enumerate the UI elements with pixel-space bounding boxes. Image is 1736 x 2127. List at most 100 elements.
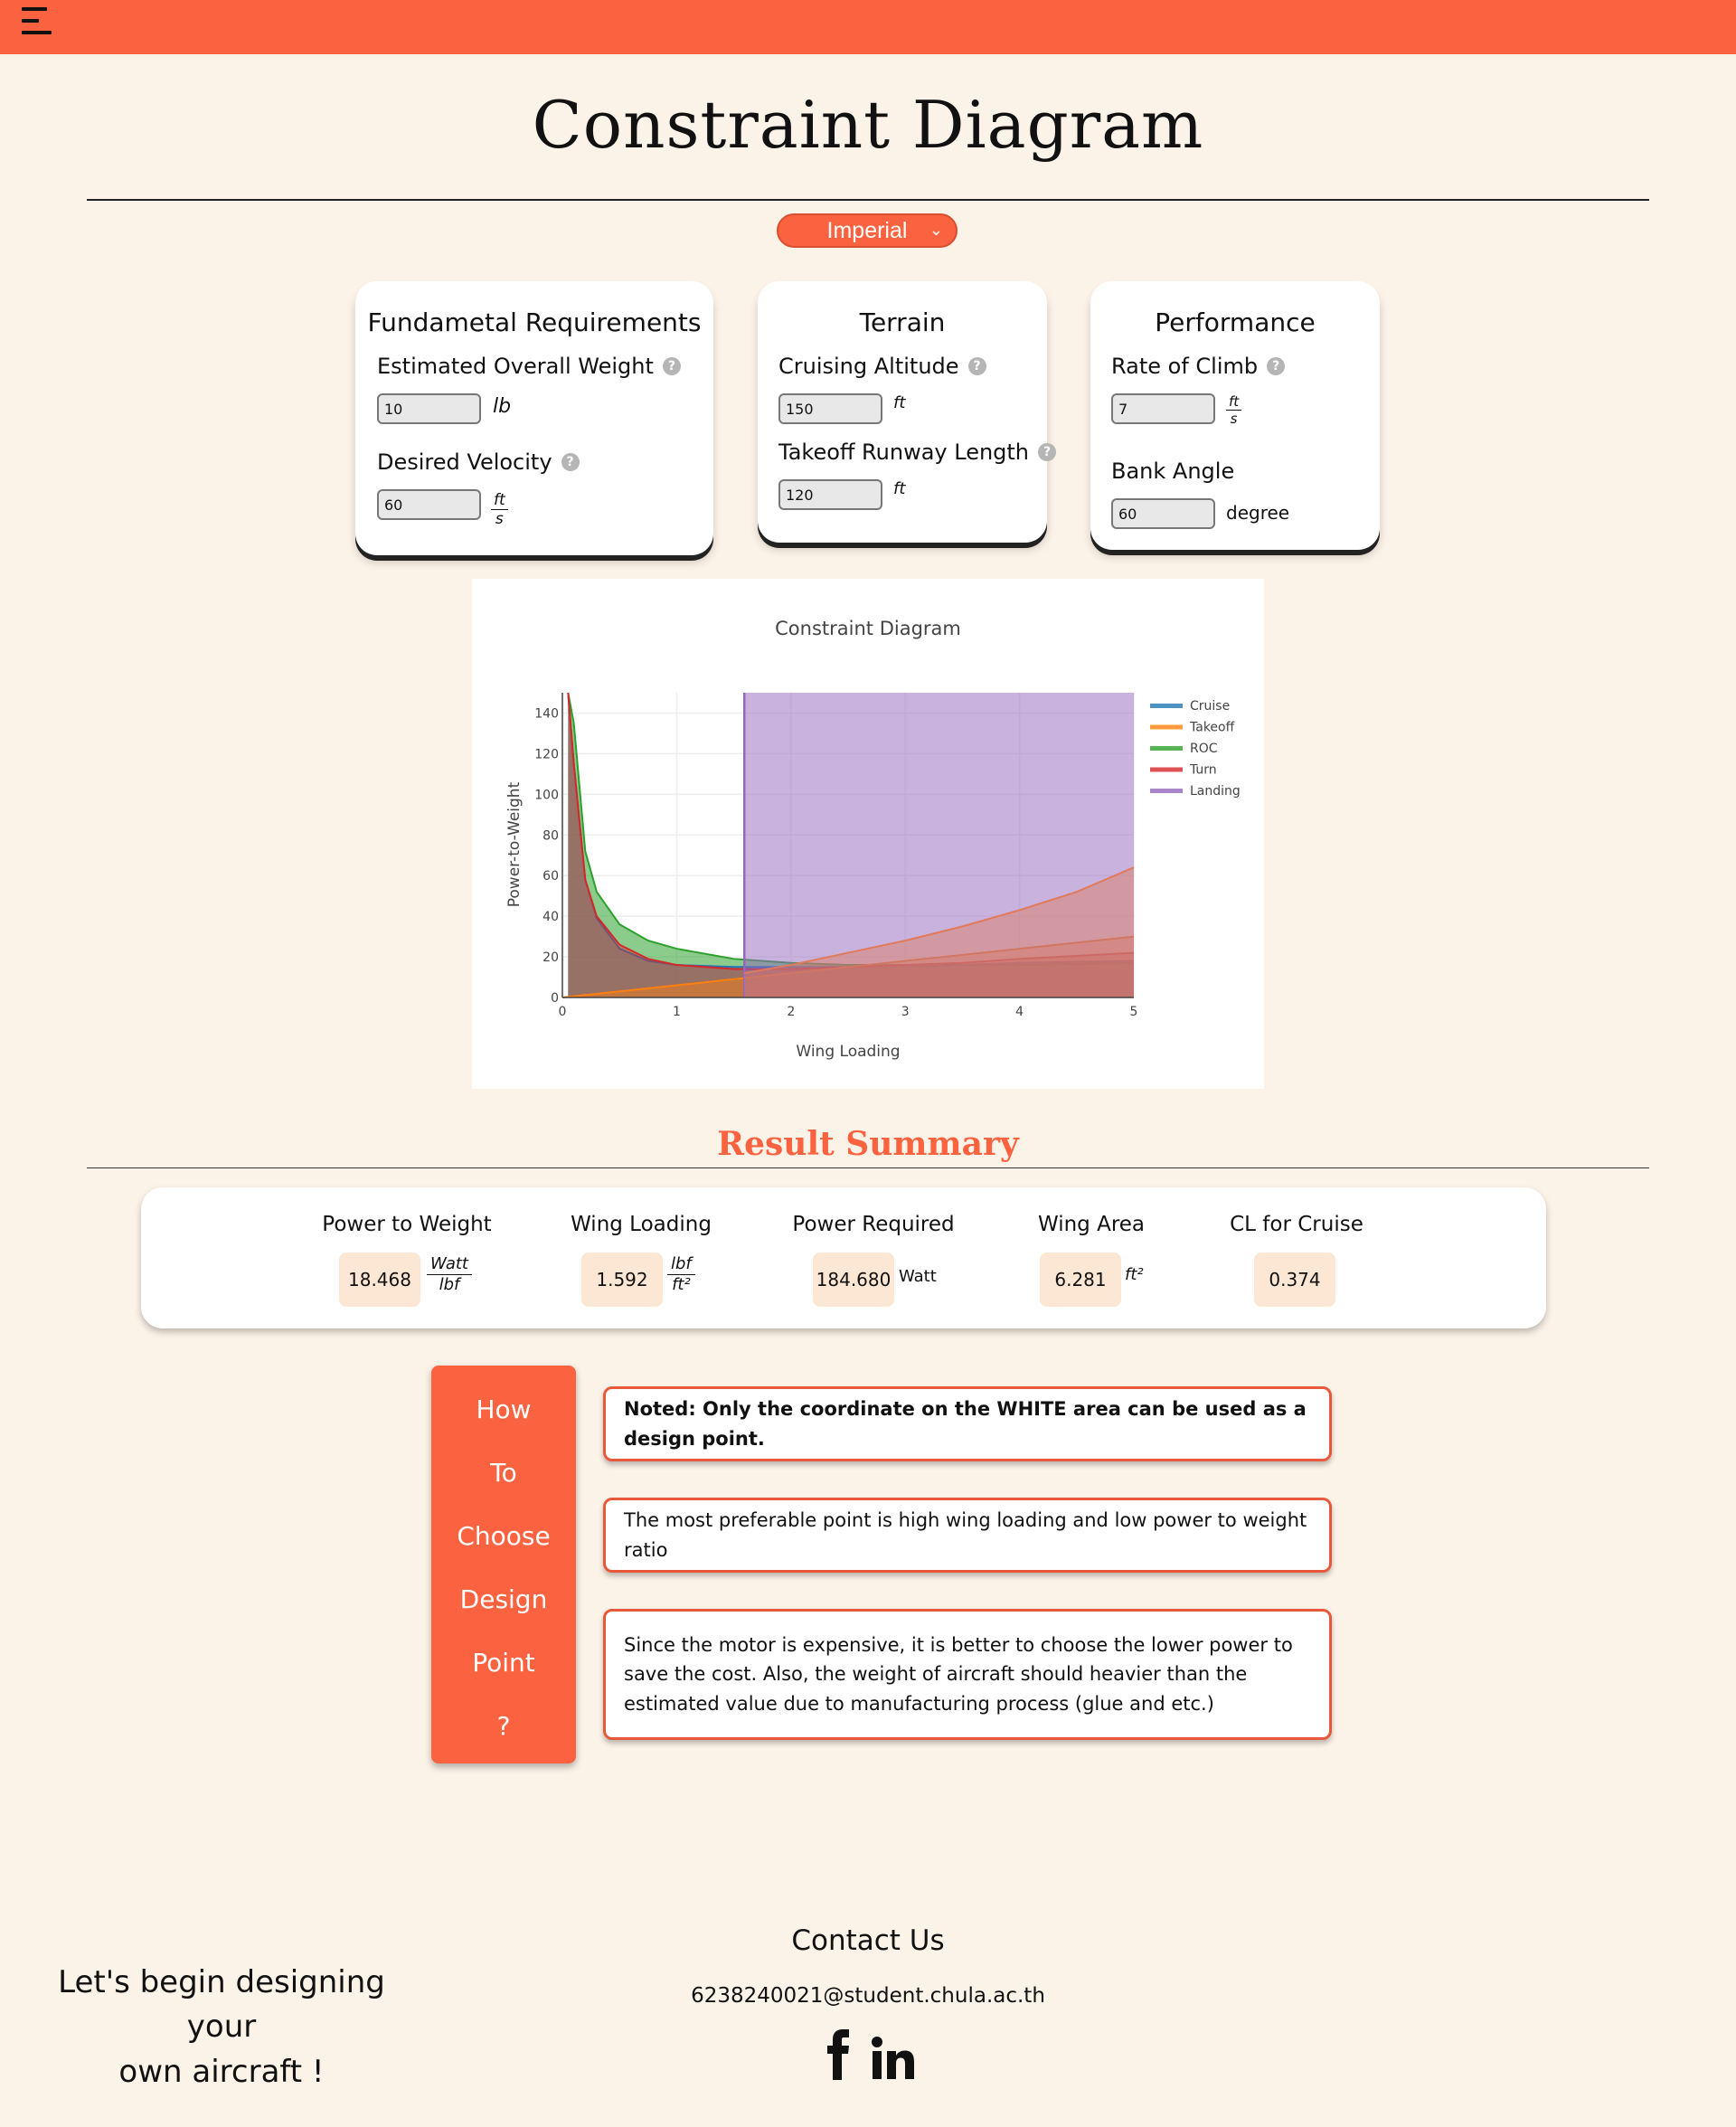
linkedin-icon[interactable] xyxy=(872,2037,915,2080)
y-axis-label: Power-to-Weight xyxy=(505,781,524,907)
x-tick-label: 0 xyxy=(559,1005,567,1019)
runway-unit: ft xyxy=(893,479,906,498)
wing-area-label: Wing Area xyxy=(1037,1213,1146,1236)
cl-cruise-value: 0.374 xyxy=(1254,1253,1335,1307)
climb-input[interactable]: 7 xyxy=(1111,393,1215,424)
bank-label: Bank Angle xyxy=(1111,458,1234,484)
wing-area-value: 6.281 xyxy=(1040,1253,1121,1307)
x-tick-label: 4 xyxy=(1015,1005,1024,1019)
wing-loading-label: Wing Loading xyxy=(571,1213,712,1236)
card-fundamental-requirements: Fundametal Requirements Estimated Overal… xyxy=(355,281,713,555)
chart-title: Constraint Diagram xyxy=(775,618,961,639)
hamburger-menu-icon[interactable] xyxy=(22,5,54,41)
y-tick-label: 60 xyxy=(542,869,559,884)
y-tick-label: 120 xyxy=(534,747,559,761)
legend-label: Turn xyxy=(1189,763,1217,778)
x-tick-label: 2 xyxy=(787,1005,795,1019)
card-terrain: Terrain Cruising Altitude ? 150 ft Takeo… xyxy=(758,281,1057,543)
chevron-down-icon: ⌄ xyxy=(929,221,943,239)
y-tick-label: 100 xyxy=(534,788,559,802)
climb-label-text: Rate of Climb xyxy=(1111,354,1259,379)
page-title: Constraint Diagram xyxy=(532,87,1204,163)
altitude-label: Cruising Altitude ? xyxy=(778,354,986,379)
help-icon[interactable]: ? xyxy=(662,357,681,375)
howto-word: How xyxy=(476,1394,532,1424)
power-to-weight-value: 18.468 xyxy=(339,1253,420,1307)
begin-designing-text: Let's begin designing your own aircraft … xyxy=(27,1961,416,2094)
takeoff-band-line xyxy=(744,866,1135,975)
x-tick-label: 1 xyxy=(673,1005,681,1019)
how-to-choose-design-point-button[interactable]: How To Choose Design Point ? xyxy=(431,1366,576,1763)
wl-unit-num: lbf xyxy=(667,1254,695,1275)
card-title: Terrain xyxy=(859,307,946,337)
climb-unit-den: s xyxy=(1230,411,1238,427)
contact-us-title: Contact Us xyxy=(791,1924,945,1957)
constraint-chart-container: Constraint Diagram Wing Loading Power-to… xyxy=(472,579,1264,1089)
help-icon[interactable]: ? xyxy=(967,357,986,375)
power-to-weight-label: Power to Weight xyxy=(322,1213,492,1236)
weight-label: Estimated Overall Weight ? xyxy=(377,354,681,379)
velocity-label: Desired Velocity ? xyxy=(377,449,580,475)
altitude-label-text: Cruising Altitude xyxy=(778,354,959,379)
help-icon[interactable]: ? xyxy=(1267,357,1286,375)
bank-label-text: Bank Angle xyxy=(1111,458,1235,484)
power-to-weight-unit: Watt lbf xyxy=(427,1254,472,1294)
legend-swatch xyxy=(1150,724,1183,730)
legend-swatch xyxy=(1150,704,1183,708)
help-icon[interactable]: ? xyxy=(561,453,580,471)
legend-label: ROC xyxy=(1190,742,1218,756)
power-required-label: Power Required xyxy=(792,1213,955,1236)
wing-loading-unit: lbf ft² xyxy=(667,1254,695,1294)
facebook-icon[interactable] xyxy=(825,2029,852,2080)
howto-word: To xyxy=(490,1458,517,1488)
contact-email-link[interactable]: 6238240021@student.chula.ac.th xyxy=(691,1984,1045,2008)
howto-word: ? xyxy=(496,1711,511,1741)
climb-label: Rate of Climb ? xyxy=(1111,354,1286,379)
y-tick-label: 40 xyxy=(542,910,559,924)
note-motor-cost: Since the motor is expensive, it is bett… xyxy=(603,1609,1332,1740)
velocity-unit-num: ft xyxy=(491,491,508,511)
begin-line-1: Let's begin designing your xyxy=(58,1964,385,2046)
weight-unit: lb xyxy=(493,395,512,418)
legend-label: Landing xyxy=(1190,784,1241,799)
velocity-input[interactable]: 60 xyxy=(377,489,481,520)
legend-swatch xyxy=(1150,789,1183,793)
card-performance: Performance Rate of Climb ? 7 ft s Bank … xyxy=(1090,281,1380,550)
x-tick-label: 3 xyxy=(901,1005,910,1019)
altitude-unit: ft xyxy=(893,393,906,412)
wl-unit-den: ft² xyxy=(672,1274,691,1294)
weight-input[interactable]: 10 xyxy=(377,393,481,424)
weight-label-text: Estimated Overall Weight xyxy=(377,354,654,379)
begin-line-2: own aircraft ! xyxy=(118,2053,325,2090)
y-tick-label: 80 xyxy=(542,828,559,843)
card-title: Fundametal Requirements xyxy=(367,307,702,337)
help-icon[interactable]: ? xyxy=(1038,443,1057,461)
altitude-input[interactable]: 150 xyxy=(778,393,882,424)
result-summary-panel: Power to Weight 18.468 Watt lbf Wing Loa… xyxy=(141,1187,1546,1328)
note-preferable-point: The most preferable point is high wing l… xyxy=(603,1498,1332,1573)
y-tick-label: 140 xyxy=(534,706,559,721)
result-divider xyxy=(87,1167,1649,1168)
constraint-chart[interactable]: Constraint Diagram Wing Loading Power-to… xyxy=(472,579,1264,1089)
landing-area xyxy=(744,693,1134,997)
power-required-unit: Watt xyxy=(899,1267,937,1286)
climb-unit: ft s xyxy=(1226,393,1242,427)
runway-input[interactable]: 120 xyxy=(778,479,882,510)
runway-label-text: Takeoff Runway Length xyxy=(778,440,1030,465)
title-divider xyxy=(87,199,1649,201)
velocity-unit-den: s xyxy=(495,510,504,529)
y-tick-label: 20 xyxy=(542,950,559,965)
bank-unit: degree xyxy=(1226,502,1290,524)
howto-word: Design xyxy=(459,1584,548,1614)
howto-word: Choose xyxy=(457,1521,551,1551)
unit-system-select[interactable]: Imperial ⌄ xyxy=(777,213,958,248)
runway-label: Takeoff Runway Length ? xyxy=(778,440,1057,465)
wing-loading-value: 1.592 xyxy=(581,1253,663,1307)
bank-input[interactable]: 60 xyxy=(1111,498,1215,529)
note-white-area: Noted: Only the coordinate on the WHITE … xyxy=(603,1386,1332,1461)
unit-system-value: Imperial xyxy=(826,217,908,243)
result-summary-title: Result Summary xyxy=(717,1125,1019,1163)
x-tick-label: 5 xyxy=(1130,1005,1138,1019)
legend-label: Cruise xyxy=(1190,699,1230,714)
wing-area-unit: ft² xyxy=(1125,1265,1144,1284)
